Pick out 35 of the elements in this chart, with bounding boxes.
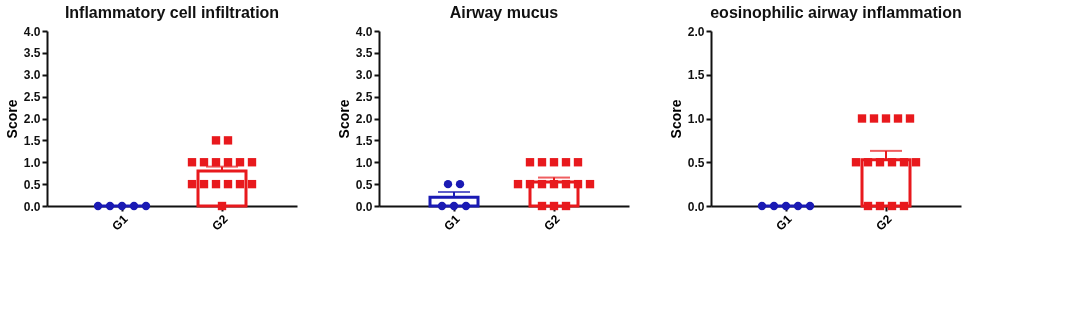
- y-tick-label: 3.0: [23, 68, 41, 83]
- chart-title: eosinophilic airway inflammation: [710, 4, 962, 21]
- y-tick-label: 3.5: [23, 46, 41, 61]
- y-tick-label: 1.0: [23, 155, 41, 170]
- x-tick-label: G2: [541, 211, 563, 234]
- y-tick-label: 2.5: [355, 90, 373, 105]
- chart-title: Airway mucus: [449, 4, 559, 21]
- y-tick-label: 1.0: [687, 112, 705, 126]
- chart-title: Inflammatory cell infiltration: [64, 4, 280, 21]
- y-axis-title: Score: [3, 99, 20, 139]
- y-tick-label: 0.5: [687, 155, 705, 170]
- y-tick-label: 4.0: [355, 24, 373, 39]
- y-axis-title: Score: [667, 99, 684, 139]
- y-tick-label: 2.0: [23, 112, 41, 126]
- y-tick-label: 0.0: [687, 199, 705, 214]
- y-tick-label: 0.0: [355, 199, 373, 214]
- y-tick-label: 1.0: [355, 155, 373, 170]
- x-tick-label: G1: [109, 211, 131, 234]
- y-tick-label: 1.5: [355, 133, 373, 148]
- x-tick-label: G2: [873, 211, 895, 234]
- y-tick-label: 2.0: [687, 24, 705, 39]
- y-tick-label: 2.5: [23, 90, 41, 105]
- y-tick-label: 1.5: [687, 68, 705, 83]
- y-tick-label: 0.5: [355, 177, 373, 192]
- y-tick-label: 4.0: [23, 24, 41, 39]
- x-tick-label: G1: [773, 211, 795, 234]
- y-tick-label: 0.0: [23, 199, 41, 214]
- y-tick-label: 3.0: [355, 68, 373, 83]
- y-tick-label: 3.5: [355, 46, 373, 61]
- y-tick-label: 0.5: [23, 177, 41, 192]
- y-axis-title: Score: [335, 99, 352, 139]
- y-tick-label: 2.0: [355, 112, 373, 126]
- x-tick-label: G2: [209, 211, 231, 234]
- y-tick-label: 1.5: [23, 133, 41, 148]
- x-tick-label: G1: [441, 211, 463, 234]
